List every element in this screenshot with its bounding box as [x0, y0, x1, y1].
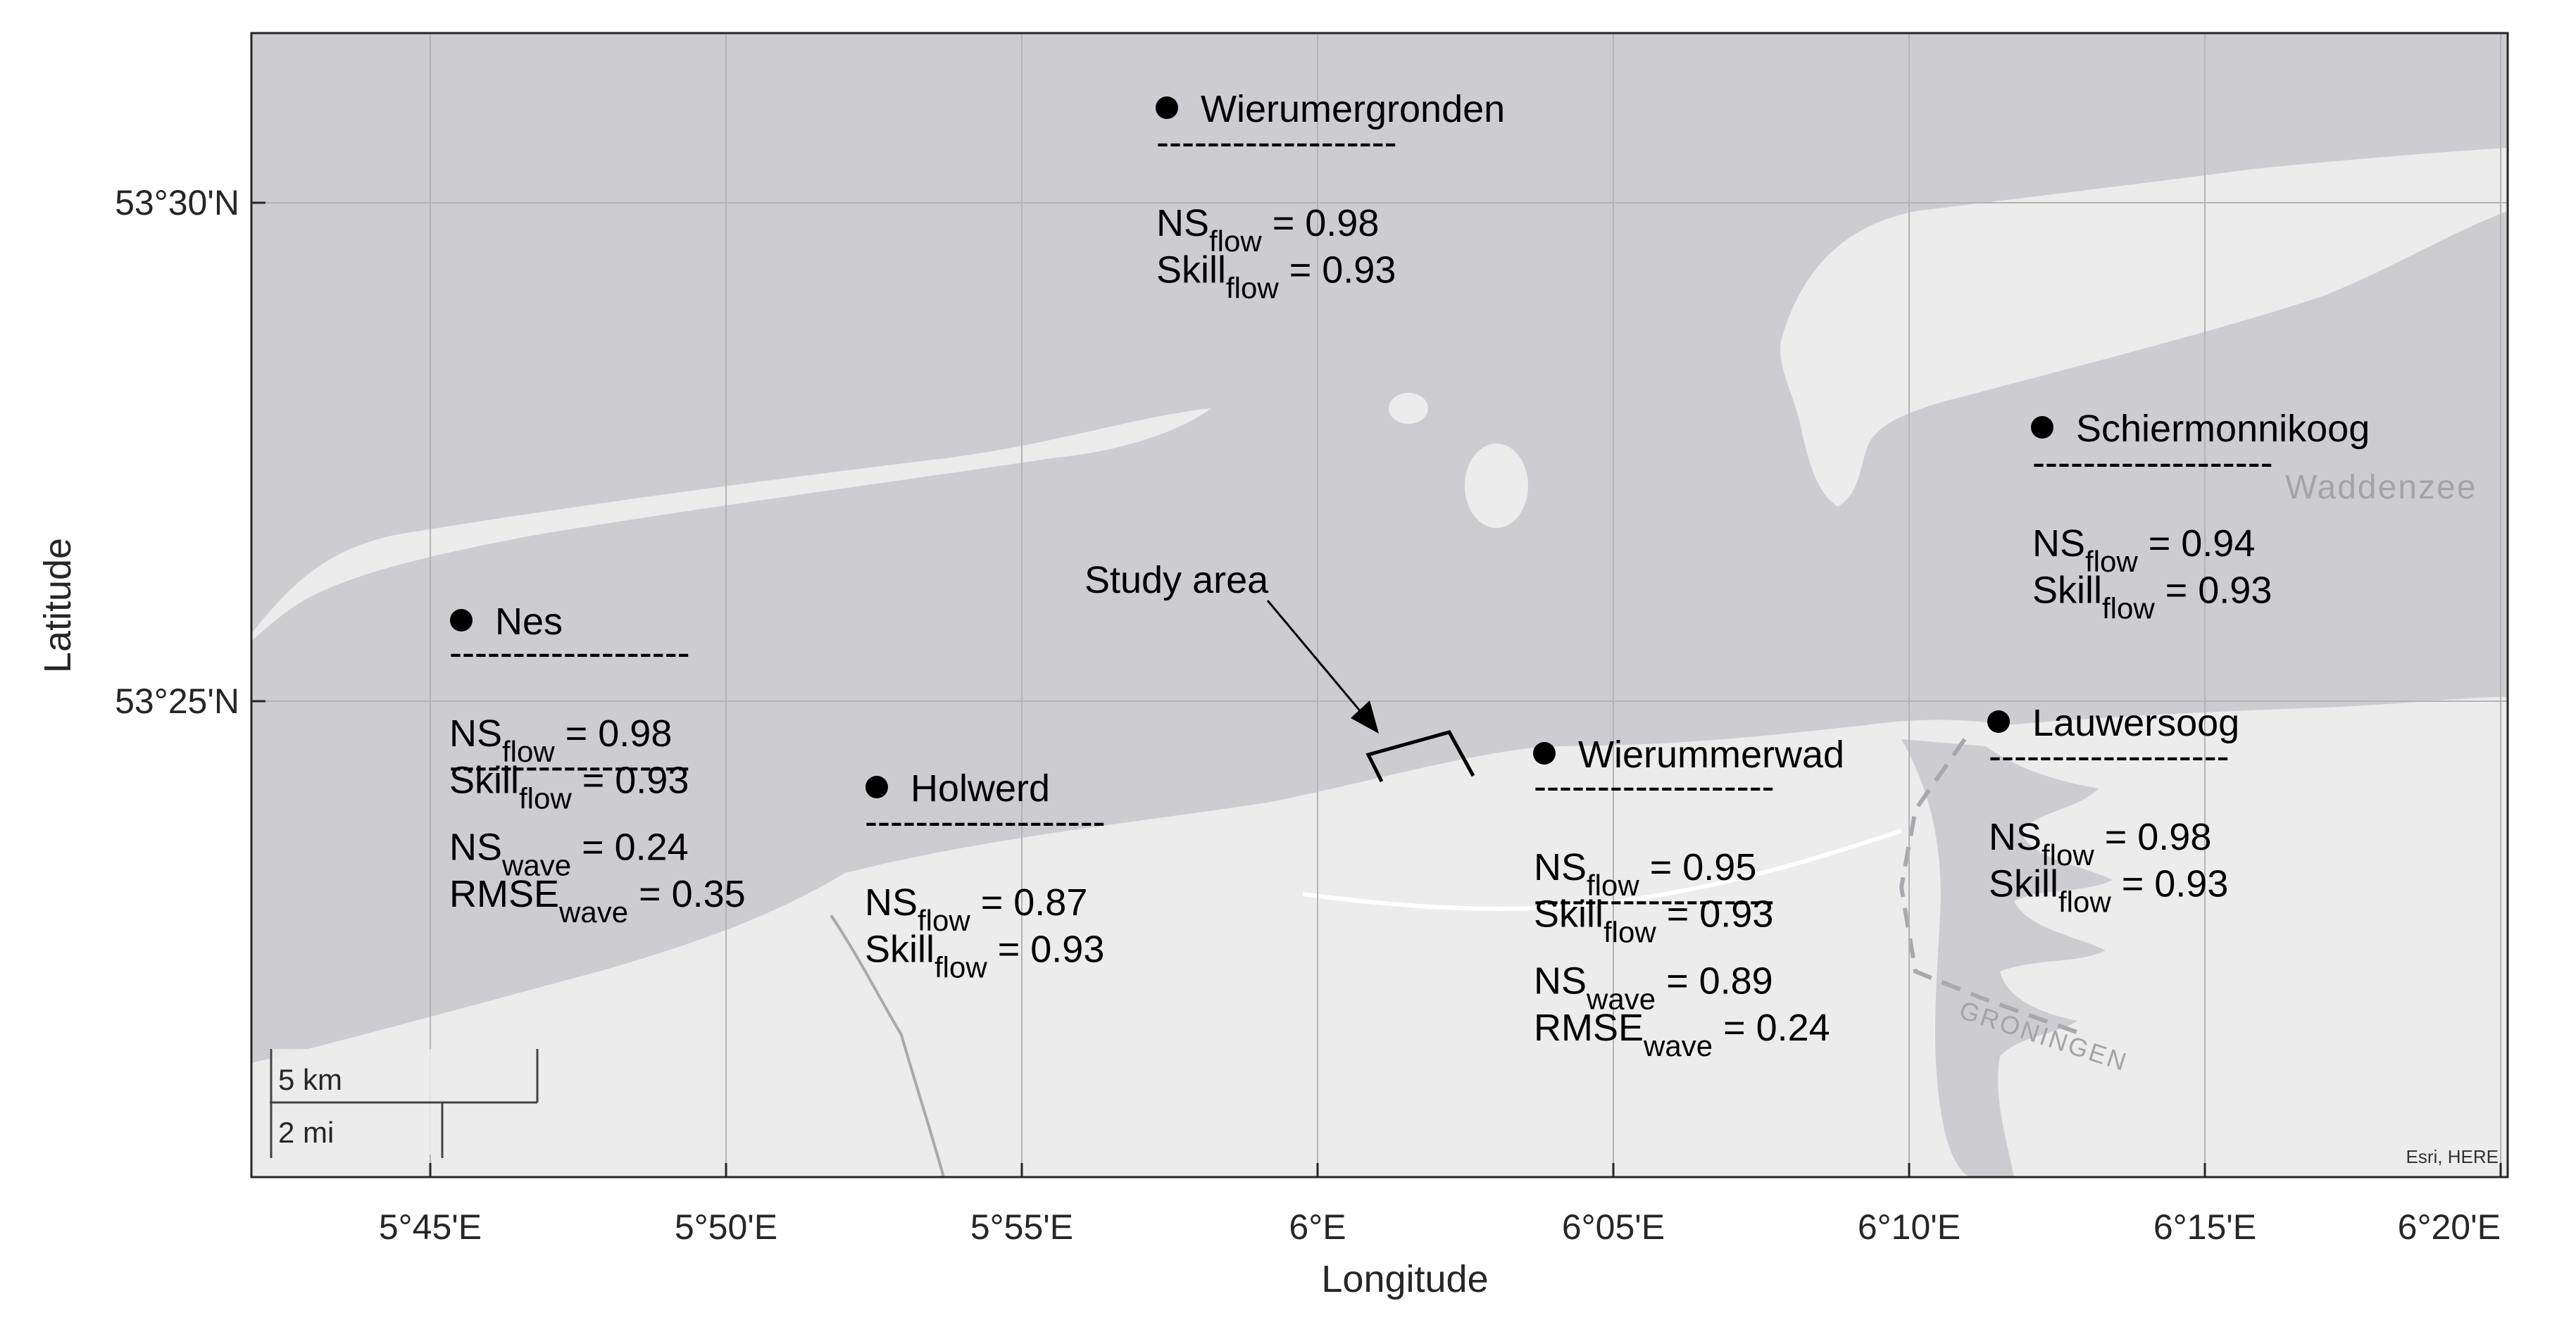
lauwersmeer-water — [1901, 739, 2113, 1177]
metric-skill-flow: Skillflow = 0.93 — [1534, 893, 1773, 949]
x-tick-label: 5°50'E — [675, 1207, 777, 1247]
x-tick-label: 6°E — [1289, 1207, 1346, 1247]
metric-ns-wave: NSwave = 0.89 — [1534, 960, 1773, 1016]
station-name: Nes — [495, 601, 563, 643]
x-tick-label: 6°10'E — [1858, 1207, 1961, 1247]
station-marker — [1533, 742, 1556, 765]
y-tick-label: 53°30'N — [115, 183, 239, 222]
road-line — [1302, 829, 1902, 911]
x-tick-label: 6°20'E — [2398, 1207, 2501, 1247]
metric-skill-flow: Skillflow = 0.93 — [2032, 570, 2272, 625]
metric-skill-flow: Skillflow = 0.93 — [1989, 863, 2228, 919]
station-marker — [865, 776, 888, 798]
metric-ns-flow: NSflow = 0.98 — [449, 712, 672, 768]
metric-ns-flow: NSflow = 0.94 — [2032, 522, 2255, 578]
x-tick-label: 6°05'E — [1562, 1207, 1665, 1247]
x-tick-label: 5°45'E — [379, 1207, 482, 1247]
metric-ns-flow: NSflow = 0.87 — [865, 881, 1087, 937]
x-tick-label: 5°55'E — [970, 1207, 1073, 1247]
study-area-arrow — [1266, 600, 1370, 722]
separator-line: ------------------- — [1534, 765, 1775, 807]
station-marker — [1987, 710, 2010, 733]
scale-mi-label: 2 mi — [278, 1116, 334, 1149]
station-name: Schiermonnikoog — [2076, 408, 2370, 450]
metric-rmse-wave: RMSEwave = 0.35 — [449, 873, 746, 929]
metric-ns-wave: NSwave = 0.24 — [449, 826, 689, 882]
separator-line: ------------------- — [2032, 441, 2273, 484]
axis-ticks — [251, 201, 2502, 1177]
stations-layer: Wierumergronden-------------------NSflow… — [449, 88, 2370, 1062]
metric-ns-flow: NSflow = 0.98 — [1989, 816, 2211, 872]
station-marker — [450, 609, 473, 631]
metric-skill-flow: Skillflow = 0.93 — [449, 760, 689, 815]
y-tick-label: 53°25'N — [115, 681, 239, 721]
station-name: Wierummerwad — [1578, 734, 1844, 776]
sea-label: Waddenzee — [2285, 469, 2477, 506]
station-nes: Nes-------------------NSflow = 0.98Skill… — [449, 601, 746, 929]
small-islet — [1465, 444, 1528, 528]
separator-line: ------------------- — [865, 800, 1106, 843]
station-wierummerwad: Wierummerwad-------------------NSflow = … — [1533, 734, 1844, 1062]
station-holwerd: Holwerd------------------- NSflow = 0.87S… — [865, 767, 1106, 984]
metric-skill-flow: Skillflow = 0.93 — [1156, 249, 1396, 305]
metric-rmse-wave: RMSEwave = 0.24 — [1534, 1007, 1830, 1062]
map-frame — [250, 32, 2509, 1178]
metric-ns-flow: NSflow = 0.98 — [1156, 202, 1379, 258]
station-name: Wierumergronden — [1201, 88, 1505, 130]
ameland-island — [251, 408, 1211, 641]
x-axis-title: Longitude — [1321, 1258, 1488, 1300]
schiermonnikoog-island — [1780, 148, 2508, 507]
station-lauwersoog: Lauwersoog------------------- NSflow = 0.… — [1987, 702, 2239, 919]
study-area-label: Study area — [1084, 559, 1269, 601]
river-line — [830, 914, 945, 1177]
station-marker — [1156, 96, 1178, 119]
separator-line: ------------------- — [449, 746, 690, 788]
study-area: Study area — [1084, 559, 1475, 783]
y-axis-title: Latitude — [37, 538, 79, 673]
graticule — [251, 33, 2508, 1177]
x-tick-label: 6°15'E — [2153, 1207, 2256, 1247]
scale-km-label: 5 km — [278, 1063, 342, 1096]
study-area-arrowhead — [1351, 700, 1379, 734]
station-name: Holwerd — [911, 767, 1050, 810]
metric-ns-flow: NSflow = 0.95 — [1534, 846, 1756, 902]
study-area-outline — [1365, 730, 1475, 783]
province-border — [1899, 738, 2086, 1037]
station-marker — [2031, 416, 2053, 439]
separator-line: ------------------- — [1534, 879, 1775, 922]
small-islet — [1389, 393, 1428, 424]
metric-skill-flow: Skillflow = 0.93 — [865, 929, 1104, 984]
separator-line: ------------------- — [1156, 121, 1397, 163]
map-attribution: Esri, HERE — [2406, 1146, 2499, 1167]
scale-bar: 5 km 2 mi — [270, 1049, 539, 1158]
station-wierumergronden: Wierumergronden------------------- NSflow… — [1156, 88, 1505, 305]
map-area: GRONINGEN Waddenzee 5 km 2 mi Esri, — [251, 33, 2508, 1177]
station-schiermonnikoog: Schiermonnikoog------------------- NSflow… — [2031, 408, 2370, 625]
station-name: Lauwersoog — [2032, 702, 2239, 744]
separator-line: ------------------- — [1989, 735, 2230, 777]
separator-line: ------------------- — [449, 631, 690, 674]
